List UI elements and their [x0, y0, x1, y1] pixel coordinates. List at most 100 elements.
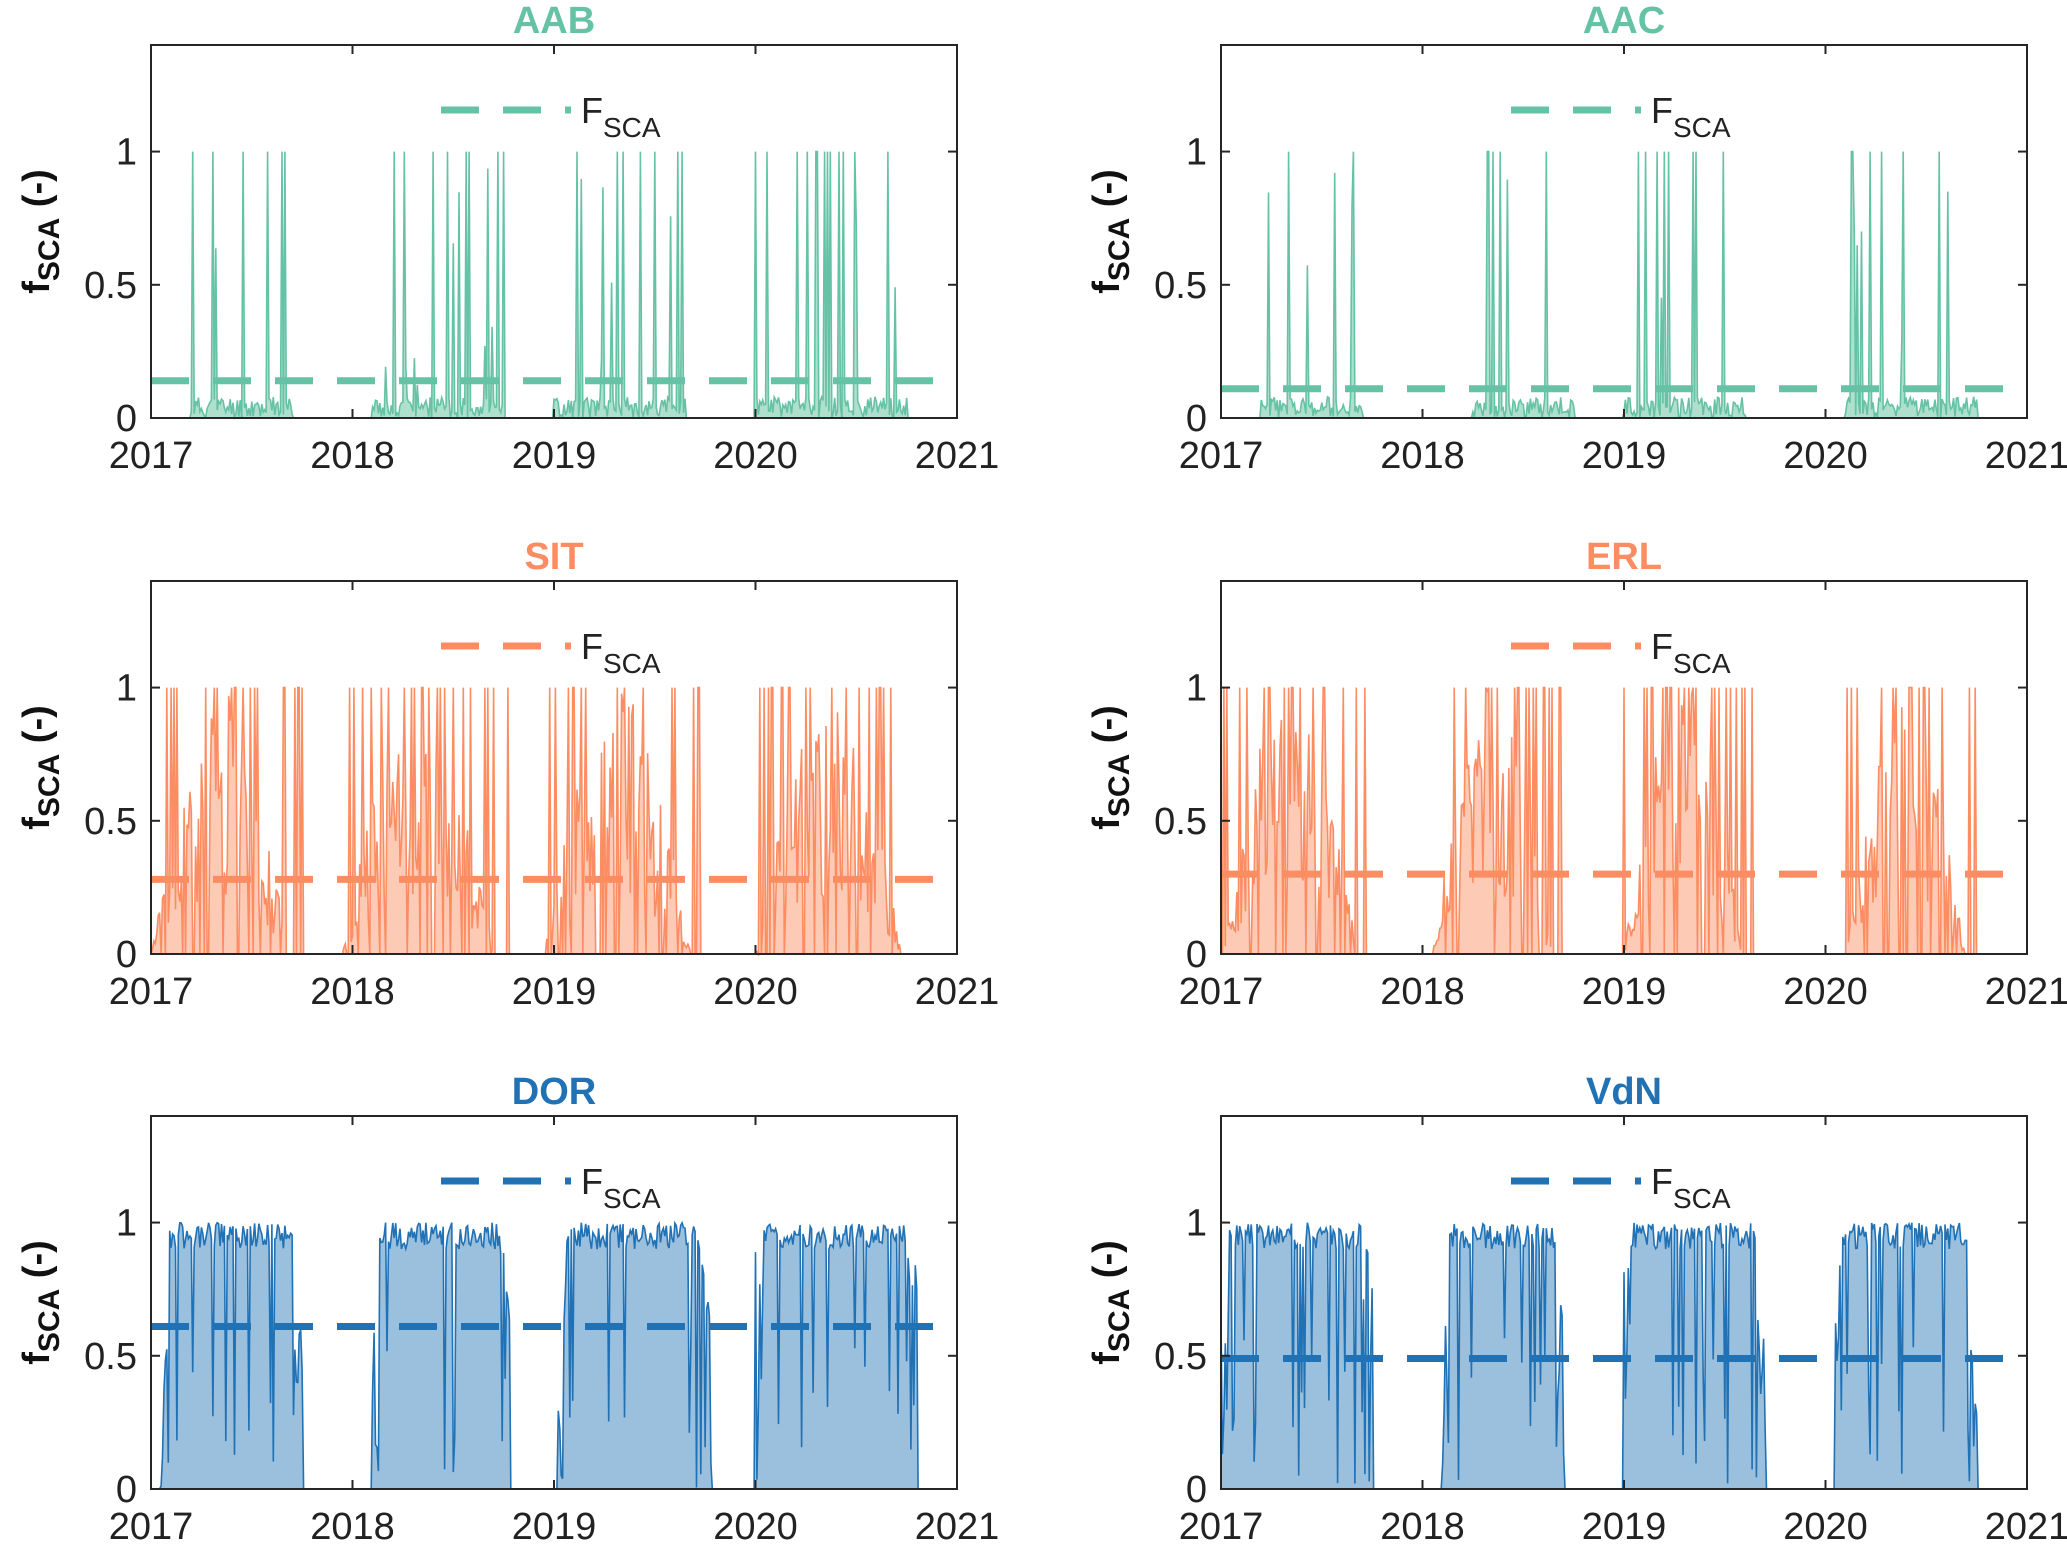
legend-label: FSCA — [1651, 1161, 1731, 1214]
legend-label: FSCA — [581, 90, 661, 143]
y-axis-label-sub: SCA — [33, 754, 66, 817]
y-tick-label: 0.5 — [84, 265, 137, 307]
y-axis-label-sub: SCA — [1103, 754, 1136, 817]
panel-title: AAB — [513, 0, 595, 42]
chart-panel-aab: 2017 2018 2019 2020 2021 0 0.5 1 AAB fSCA (-) FSCA — [16, 0, 999, 477]
y-axis-label-unit: (-) — [1086, 169, 1128, 218]
y-tick-label: 1 — [1186, 132, 1207, 174]
axes-box — [150, 44, 958, 419]
legend-label-main: F — [581, 90, 603, 131]
y-tick-label: 1 — [1186, 668, 1207, 710]
panel-title: SIT — [524, 536, 583, 578]
legend-label-main: F — [1651, 626, 1673, 667]
x-tick-label: 2019 — [512, 971, 597, 1013]
y-tick-label: 0 — [116, 1469, 137, 1511]
y-axis-label-unit: (-) — [1086, 705, 1128, 754]
x-tick-label: 2021 — [915, 1506, 1000, 1548]
y-tick-label: 0 — [1186, 934, 1207, 976]
legend-label: FSCA — [581, 1161, 661, 1214]
y-axis-label: fSCA (-) — [1086, 169, 1136, 294]
y-tick-label: 1 — [1186, 1203, 1207, 1245]
y-axis-label: fSCA (-) — [16, 169, 66, 294]
y-tick-label: 1 — [116, 132, 137, 174]
x-tick-label: 2021 — [915, 435, 1000, 477]
y-tick-label: 0.5 — [1154, 801, 1207, 843]
y-tick-label: 1 — [116, 668, 137, 710]
y-tick-label: 0.5 — [1154, 1336, 1207, 1378]
y-tick-label: 0 — [1186, 398, 1207, 440]
x-tick-label: 2020 — [713, 971, 798, 1013]
x-tick-label: 2021 — [915, 971, 1000, 1013]
y-tick-label: 0.5 — [84, 1336, 137, 1378]
y-axis-label: fSCA (-) — [16, 705, 66, 830]
legend-label-main: F — [581, 1161, 603, 1202]
y-tick-label: 0 — [116, 398, 137, 440]
x-tick-label: 2017 — [1179, 435, 1264, 477]
legend-label-main: F — [581, 626, 603, 667]
x-tick-label: 2020 — [713, 1506, 798, 1548]
y-axis-label-main: f — [1086, 817, 1128, 830]
x-tick-label: 2021 — [1985, 435, 2067, 477]
y-axis-label: fSCA (-) — [1086, 705, 1136, 830]
y-axis-label-unit: (-) — [1086, 1240, 1128, 1289]
panel-title: ERL — [1586, 536, 1662, 578]
x-tick-label: 2019 — [512, 435, 597, 477]
series-line — [1221, 686, 2027, 955]
legend-label: FSCA — [1651, 626, 1731, 679]
x-tick-label: 2019 — [1582, 1506, 1667, 1548]
x-tick-label: 2020 — [713, 435, 798, 477]
x-tick-label: 2021 — [1985, 1506, 2067, 1548]
y-axis-label-unit: (-) — [16, 169, 58, 218]
y-axis-label-sub: SCA — [1103, 218, 1136, 281]
panel-title: DOR — [512, 1071, 596, 1113]
x-tick-label: 2017 — [1179, 971, 1264, 1013]
x-tick-label: 2018 — [310, 971, 395, 1013]
x-tick-label: 2017 — [109, 971, 194, 1013]
x-tick-label: 2018 — [310, 435, 395, 477]
series-line — [1220, 1221, 2027, 1490]
x-tick-label: 2019 — [512, 1506, 597, 1548]
x-tick-label: 2018 — [1380, 971, 1465, 1013]
y-axis-label: fSCA (-) — [16, 1240, 66, 1365]
y-tick-label: 0.5 — [1154, 265, 1207, 307]
x-tick-label: 2020 — [1783, 971, 1868, 1013]
y-axis-label-main: f — [1086, 281, 1128, 294]
legend-label-main: F — [1651, 1161, 1673, 1202]
legend-label-sub: SCA — [1673, 112, 1731, 143]
x-tick-label: 2018 — [310, 1506, 395, 1548]
y-axis-label-main: f — [16, 817, 58, 830]
series-area — [1221, 151, 2027, 418]
legend-label-sub: SCA — [1673, 1183, 1731, 1214]
panel-title: VdN — [1586, 1071, 1662, 1113]
y-axis-label-sub: SCA — [1103, 1289, 1136, 1352]
y-tick-label: 0.5 — [84, 801, 137, 843]
axes-box — [1220, 44, 2028, 419]
x-tick-label: 2021 — [1985, 971, 2067, 1013]
y-tick-label: 1 — [116, 1203, 137, 1245]
legend-label: FSCA — [1651, 90, 1731, 143]
y-tick-label: 0 — [1186, 1469, 1207, 1511]
x-tick-label: 2020 — [1783, 1506, 1868, 1548]
legend-label-sub: SCA — [1673, 648, 1731, 679]
y-axis-label-unit: (-) — [16, 1240, 58, 1289]
x-tick-label: 2020 — [1783, 435, 1868, 477]
y-axis-label-main: f — [16, 281, 58, 294]
x-tick-label: 2017 — [109, 435, 194, 477]
series-line — [151, 150, 957, 421]
y-axis-label-sub: SCA — [33, 1289, 66, 1352]
x-tick-label: 2019 — [1582, 971, 1667, 1013]
x-tick-label: 2018 — [1380, 435, 1465, 477]
legend-label: FSCA — [581, 626, 661, 679]
series-line — [150, 686, 957, 957]
y-axis-label-main: f — [1086, 1352, 1128, 1365]
legend-label-main: F — [1651, 90, 1673, 131]
series-line — [1221, 150, 2027, 420]
y-axis-label-main: f — [16, 1352, 58, 1365]
x-tick-label: 2017 — [109, 1506, 194, 1548]
